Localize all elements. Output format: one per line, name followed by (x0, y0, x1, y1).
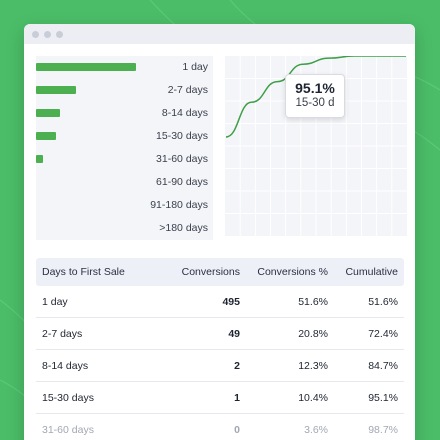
bar-row: 61-90 days (36, 171, 213, 194)
bar-row: 31-60 days (36, 148, 213, 171)
bar-label: 31-60 days (156, 153, 208, 166)
tooltip-value: 95.1% (295, 80, 335, 96)
cell-cumulative: 98.7% (368, 424, 398, 436)
cell-days: 15-30 days (42, 391, 94, 404)
header-conversions-pct[interactable]: Conversions % (257, 266, 328, 278)
window-control-close[interactable] (32, 30, 39, 38)
cell-pct: 10.4% (298, 391, 328, 404)
table-row: 8-14 days 2 12.3% 84.7% (36, 350, 404, 382)
cell-pct: 20.8% (298, 327, 328, 340)
cell-conversions: 1 (234, 391, 240, 404)
bar-row: 91-180 days (36, 194, 213, 217)
bar-label: 15-30 days (156, 130, 208, 143)
cell-days: 8-14 days (42, 359, 89, 372)
cell-conversions: 495 (222, 295, 240, 308)
bar-row: >180 days (36, 217, 213, 240)
header-conversions[interactable]: Conversions (181, 266, 240, 278)
bar-label: 1 day (182, 61, 208, 74)
bar-row: 1 day (36, 56, 213, 79)
header-cumulative[interactable]: Cumulative (345, 266, 398, 278)
cell-cumulative: 72.4% (368, 327, 398, 340)
table-row: 2-7 days 49 20.8% 72.4% (36, 318, 404, 350)
bar-row: 2-7 days (36, 79, 213, 102)
cell-pct: 51.6% (298, 295, 328, 308)
header-days[interactable]: Days to First Sale (42, 266, 125, 278)
cell-days: 1 day (42, 295, 68, 308)
window-titlebar (24, 24, 415, 44)
cell-pct: 3.6% (304, 424, 328, 436)
conversions-table: Days to First Sale Conversions Conversio… (36, 258, 404, 440)
tooltip-label: 15-30 d (295, 97, 335, 109)
bar-fill (36, 132, 57, 140)
cell-conversions: 0 (234, 424, 240, 436)
bar-fill (36, 109, 60, 117)
bar-label: 8-14 days (161, 107, 208, 120)
cell-conversions: 2 (234, 359, 240, 372)
cell-cumulative: 95.1% (368, 391, 398, 404)
window-control-maximize[interactable] (56, 30, 63, 38)
table-row: 1 day 495 51.6% 51.6% (36, 286, 404, 318)
bar-fill (36, 63, 136, 71)
cell-pct: 12.3% (298, 359, 328, 372)
bar-row: 15-30 days (36, 125, 213, 148)
bar-label: >180 days (159, 222, 208, 235)
cell-conversions: 49 (228, 327, 240, 340)
table-header: Days to First Sale Conversions Conversio… (36, 258, 404, 286)
cell-days: 31-60 days (42, 424, 94, 436)
bar-fill (36, 86, 77, 94)
window-control-minimize[interactable] (44, 30, 51, 38)
cell-cumulative: 84.7% (368, 359, 398, 372)
bar-label: 2-7 days (167, 84, 208, 97)
bar-label: 61-90 days (156, 176, 208, 189)
table-row: 15-30 days 1 10.4% 95.1% (36, 382, 404, 414)
cell-days: 2-7 days (42, 327, 83, 340)
bar-row: 8-14 days (36, 102, 213, 125)
days-bar-list: 1 day 2-7 days 8-14 days 15-30 days 31-6… (36, 56, 213, 240)
series-line (225, 56, 406, 138)
bar-fill (36, 155, 43, 163)
bar-label: 91-180 days (150, 199, 208, 212)
chart-tooltip: 95.1% 15-30 d (285, 74, 345, 118)
cell-cumulative: 51.6% (368, 295, 398, 308)
table-row: 31-60 days 0 3.6% 98.7% (36, 414, 404, 440)
